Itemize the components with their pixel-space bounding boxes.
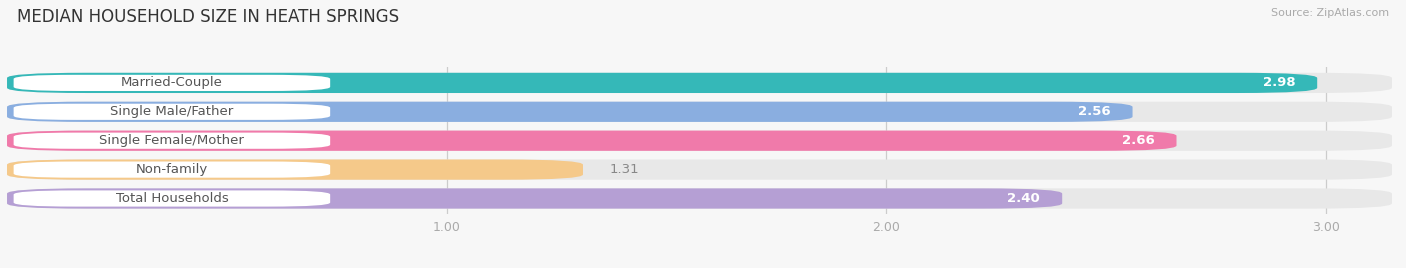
Text: 2.40: 2.40: [1008, 192, 1040, 205]
Text: Married-Couple: Married-Couple: [121, 76, 222, 90]
Text: 2.98: 2.98: [1263, 76, 1295, 90]
FancyBboxPatch shape: [7, 102, 1133, 122]
Text: 1.31: 1.31: [609, 163, 638, 176]
Text: Total Households: Total Households: [115, 192, 228, 205]
FancyBboxPatch shape: [14, 75, 330, 91]
Text: MEDIAN HOUSEHOLD SIZE IN HEATH SPRINGS: MEDIAN HOUSEHOLD SIZE IN HEATH SPRINGS: [17, 8, 399, 26]
FancyBboxPatch shape: [7, 102, 1392, 122]
FancyBboxPatch shape: [7, 159, 583, 180]
FancyBboxPatch shape: [7, 188, 1062, 209]
FancyBboxPatch shape: [14, 104, 330, 120]
Text: 2.66: 2.66: [1122, 134, 1154, 147]
Text: Single Male/Father: Single Male/Father: [110, 105, 233, 118]
FancyBboxPatch shape: [7, 188, 1392, 209]
FancyBboxPatch shape: [7, 73, 1317, 93]
FancyBboxPatch shape: [7, 131, 1392, 151]
FancyBboxPatch shape: [14, 162, 330, 178]
FancyBboxPatch shape: [7, 159, 1392, 180]
FancyBboxPatch shape: [7, 73, 1392, 93]
FancyBboxPatch shape: [14, 190, 330, 207]
FancyBboxPatch shape: [14, 133, 330, 149]
Text: Source: ZipAtlas.com: Source: ZipAtlas.com: [1271, 8, 1389, 18]
FancyBboxPatch shape: [7, 131, 1177, 151]
Text: Non-family: Non-family: [136, 163, 208, 176]
Text: Single Female/Mother: Single Female/Mother: [100, 134, 245, 147]
Text: 2.56: 2.56: [1078, 105, 1111, 118]
